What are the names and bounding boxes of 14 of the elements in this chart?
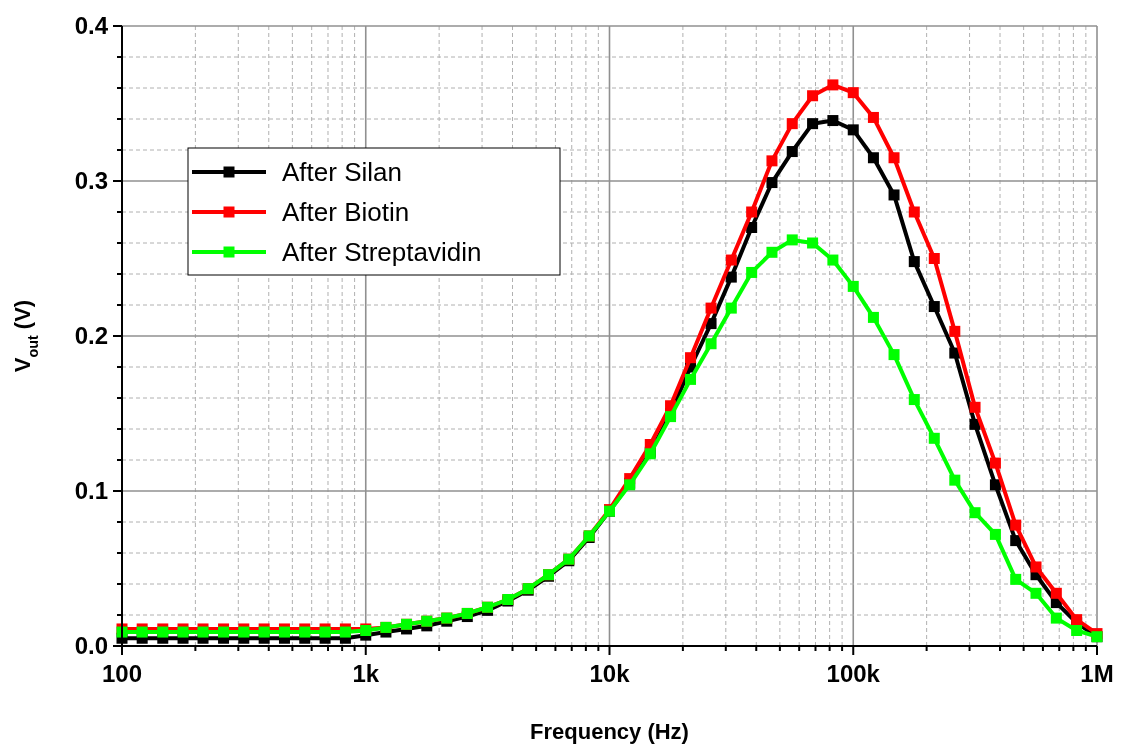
y-tick-label: 0.2	[74, 322, 108, 349]
legend-label: After Silan	[282, 157, 402, 187]
legend-label: After Biotin	[282, 197, 410, 227]
y-tick-label: 0.0	[74, 632, 108, 659]
x-tick-label: 100k	[826, 660, 881, 687]
x-tick-label: 1k	[352, 660, 380, 687]
legend-label: After Streptavidin	[282, 237, 482, 267]
x-tick-label: 100	[101, 660, 143, 687]
x-tick-label: 10k	[589, 660, 631, 687]
x-axis-title: Frequency (Hz)	[530, 719, 689, 744]
y-tick-label: 0.3	[74, 167, 108, 194]
x-tick-label: 1M	[1080, 660, 1114, 687]
y-tick-label: 0.4	[74, 12, 109, 39]
y-tick-label: 0.1	[74, 477, 108, 504]
